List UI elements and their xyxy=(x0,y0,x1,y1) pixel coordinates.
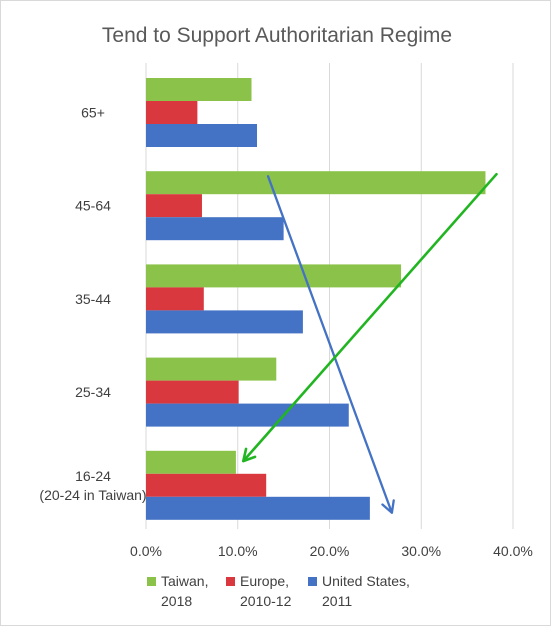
x-tick-label-3: 30.0% xyxy=(401,543,441,559)
bar-united-states-45-64 xyxy=(146,217,284,241)
legend-label-europe: Europe, 2010-12 xyxy=(240,573,292,609)
bar-taiwan-45-64 xyxy=(146,171,486,195)
annotation-arrow-1 xyxy=(266,175,393,513)
bar-taiwan-35-44 xyxy=(146,264,402,288)
annotation-arrowhead-2 xyxy=(241,447,257,463)
x-axis-labels: 0.0% 10.0% 20.0% 30.0% 40.0% xyxy=(130,543,533,559)
y-tick-label-45-64: 45-64 xyxy=(75,198,111,214)
bar-united-states-65 xyxy=(146,124,258,147)
annotation-arrow-2 xyxy=(242,172,498,462)
legend-swatch-europe xyxy=(226,577,235,586)
bar-united-states-35-44 xyxy=(146,310,303,334)
bar-united-states-25-34 xyxy=(146,403,349,427)
bar-taiwan-16-24 xyxy=(146,450,236,474)
y-tick-label-65: 65+ xyxy=(81,105,105,121)
x-tick-label-1: 10.0% xyxy=(218,543,258,559)
legend-label-united-states: United States, 2011 xyxy=(322,573,410,609)
bar-taiwan-25-34 xyxy=(146,357,277,381)
x-tick-label-0: 0.0% xyxy=(130,543,162,559)
bar-europe-45-64 xyxy=(146,194,202,218)
chart-title: Tend to Support Authoritarian Regime xyxy=(102,24,452,47)
legend-label-taiwan: Taiwan, 2018 xyxy=(161,573,208,609)
y-tick-label-25-34: 25-34 xyxy=(75,384,111,400)
bar-europe-35-44 xyxy=(146,287,204,311)
y-axis-labels: 65+ 45-64 35-44 25-34 16-24 (20-24 in Taiwan) xyxy=(39,105,146,503)
annotation-arrowhead-1 xyxy=(381,499,395,514)
y-tick-label-16-24: 16-24 (20-24 in Taiwan) xyxy=(39,468,146,503)
bar-europe-16-24 xyxy=(146,473,267,497)
annotations xyxy=(241,172,498,514)
bars xyxy=(146,78,486,520)
legend-swatch-united-states xyxy=(308,577,317,586)
legend: Taiwan, 2018 Europe, 2010-12 United States, 2… xyxy=(147,573,410,609)
bar-europe-65 xyxy=(146,101,198,124)
bar-united-states-16-24 xyxy=(146,496,370,520)
x-tick-label-4: 40.0% xyxy=(493,543,533,559)
legend-swatch-taiwan xyxy=(147,577,156,586)
bar-europe-25-34 xyxy=(146,380,239,404)
y-tick-label-35-44: 35-44 xyxy=(75,291,111,307)
bar-taiwan-65 xyxy=(146,78,252,101)
x-tick-label-2: 20.0% xyxy=(310,543,350,559)
